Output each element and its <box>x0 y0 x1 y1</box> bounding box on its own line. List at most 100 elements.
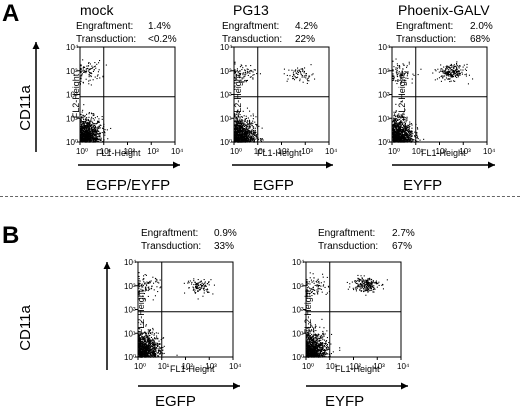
event-dot <box>153 334 155 336</box>
event-dot <box>194 292 196 294</box>
event-dot <box>85 71 87 73</box>
event-dot <box>406 136 408 138</box>
event-dot <box>406 127 408 129</box>
event-dot <box>157 345 159 347</box>
event-dot <box>138 327 140 329</box>
event-dot <box>236 127 238 129</box>
event-dot <box>88 131 90 133</box>
event-dot <box>138 345 140 347</box>
event-dot <box>249 132 251 134</box>
event-dot <box>407 126 409 128</box>
event-dot <box>314 324 316 326</box>
event-dot <box>406 134 408 136</box>
event-dot <box>243 133 245 135</box>
event-dot <box>245 73 247 75</box>
event-dot <box>397 135 399 137</box>
event-dot <box>88 137 90 139</box>
event-dot <box>450 67 452 69</box>
event-dot <box>246 136 248 138</box>
event-dot <box>94 134 96 136</box>
event-dot <box>436 78 438 80</box>
event-dot <box>405 129 407 131</box>
event-dot <box>142 336 144 338</box>
event-dot <box>138 350 140 352</box>
event-dot <box>440 64 442 66</box>
event-dot <box>456 74 458 76</box>
event-dot <box>398 123 400 125</box>
event-dot <box>400 101 402 103</box>
event-dot <box>90 76 92 78</box>
event-dot <box>313 350 315 352</box>
event-dot <box>238 134 240 136</box>
event-dot <box>234 128 236 130</box>
event-dot <box>143 293 145 295</box>
event-dot <box>157 354 159 356</box>
event-dot <box>450 63 452 65</box>
event-dot <box>149 341 151 343</box>
event-dot <box>147 350 149 352</box>
event-dot <box>160 348 162 350</box>
event-dot <box>394 129 396 131</box>
event-dot <box>139 339 141 341</box>
event-dot <box>139 331 141 333</box>
event-dot <box>255 135 257 137</box>
event-dot <box>392 139 394 141</box>
event-dot <box>150 354 152 356</box>
event-dot <box>152 339 154 341</box>
event-dot <box>395 124 397 126</box>
event-dot <box>240 124 242 126</box>
event-dot <box>157 352 159 354</box>
x-tick-label: 10⁴ <box>483 147 496 156</box>
event-dot <box>146 349 148 351</box>
event-dot <box>452 76 454 78</box>
event-dot <box>241 69 243 71</box>
event-dot <box>410 130 412 132</box>
event-dot <box>141 350 143 352</box>
event-dot <box>155 332 157 334</box>
event-dot <box>451 75 453 77</box>
event-dot <box>236 69 238 71</box>
event-dot <box>142 278 144 280</box>
event-dot <box>82 138 84 140</box>
event-dot <box>94 139 96 141</box>
event-dot <box>80 135 82 137</box>
event-dot <box>82 140 84 142</box>
event-dot <box>445 69 447 71</box>
event-dot <box>140 326 142 328</box>
event-dot <box>89 123 91 125</box>
event-dot <box>472 78 474 80</box>
event-dot <box>458 67 460 69</box>
event-dot <box>253 140 255 142</box>
event-dot <box>320 351 322 353</box>
engraftment-label: Engraftment: <box>318 228 376 239</box>
event-dot <box>147 290 149 292</box>
event-dot <box>303 76 305 78</box>
event-dot <box>404 126 406 128</box>
event-dot <box>144 274 146 276</box>
event-dot <box>302 70 304 72</box>
event-dot <box>156 335 158 337</box>
event-dot <box>157 332 159 334</box>
event-dot <box>242 137 244 139</box>
event-dot <box>407 134 409 136</box>
event-dot <box>401 117 403 119</box>
event-dot <box>234 61 236 63</box>
event-dot <box>397 128 399 130</box>
event-dot <box>244 73 246 75</box>
event-dot <box>92 129 94 131</box>
event-dot <box>138 337 140 339</box>
event-dot <box>152 354 154 356</box>
event-dot <box>319 350 321 352</box>
event-dot <box>322 332 324 334</box>
event-dot <box>139 285 141 287</box>
event-dot <box>400 129 402 131</box>
event-dot <box>411 123 413 125</box>
event-dot <box>86 68 88 70</box>
event-dot <box>312 353 314 355</box>
event-dot <box>203 290 205 292</box>
event-dot <box>148 342 150 344</box>
event-dot <box>394 139 396 141</box>
event-dot <box>150 288 152 290</box>
event-dot <box>234 120 236 122</box>
event-dot <box>95 138 97 140</box>
